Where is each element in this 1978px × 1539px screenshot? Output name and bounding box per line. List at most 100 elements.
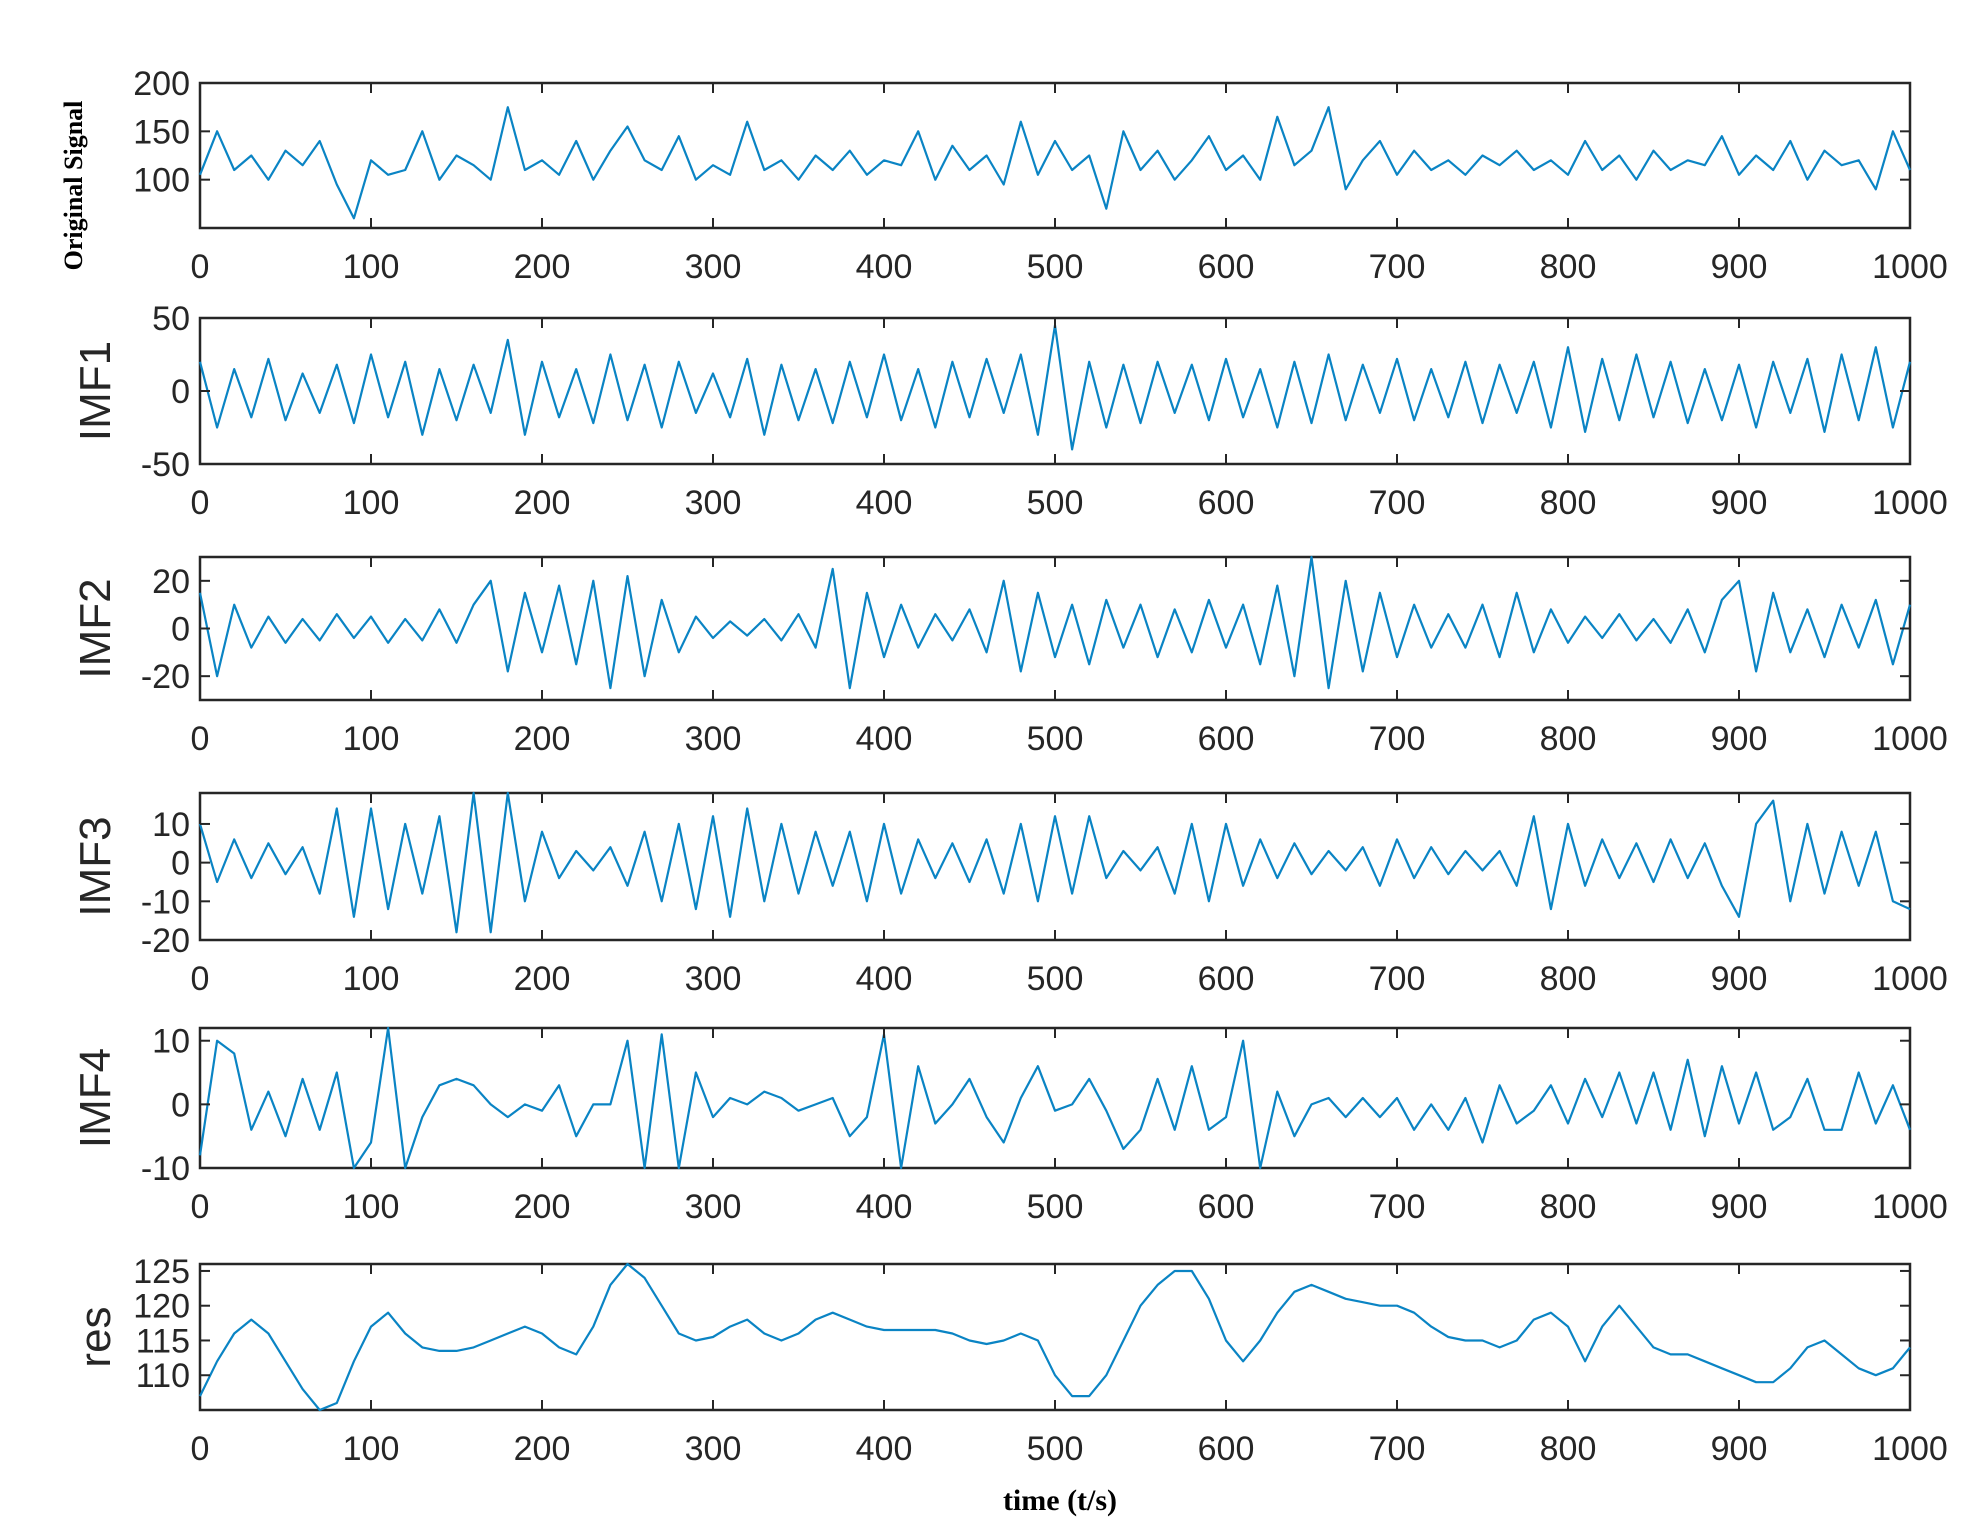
y-axis-label: IMF1 (71, 341, 120, 441)
x-tick-label: 500 (1027, 720, 1084, 758)
x-tick-label: 400 (856, 960, 913, 998)
x-tick-label: 900 (1711, 248, 1768, 286)
x-tick-label: 500 (1027, 960, 1084, 998)
x-tick-label: 800 (1540, 960, 1597, 998)
x-tick-label: 0 (191, 720, 210, 758)
y-axis-label: IMF4 (71, 1048, 120, 1148)
x-tick-label: 500 (1027, 248, 1084, 286)
y-tick-label: -20 (141, 658, 190, 696)
y-tick-label: 0 (171, 611, 190, 649)
x-tick-label: 600 (1198, 720, 1255, 758)
series-line (198, 791, 1911, 934)
x-tick-label: 1000 (1872, 960, 1948, 998)
x-tick-label: 600 (1198, 1188, 1255, 1226)
y-axis-label: res (71, 1306, 120, 1367)
y-tick-label: 0 (171, 373, 190, 411)
y-tick-label: 125 (133, 1253, 190, 1291)
x-tick-label: 0 (191, 1188, 210, 1226)
axes-frame (198, 791, 1912, 942)
x-tick-label: 500 (1027, 484, 1084, 522)
x-tick-label: 0 (191, 960, 210, 998)
y-tick-label: 100 (133, 162, 190, 200)
x-tick-label: 600 (1198, 484, 1255, 522)
x-tick-label: 500 (1027, 1430, 1084, 1468)
x-tick-label: 200 (514, 960, 571, 998)
x-tick-label: 200 (514, 1188, 571, 1226)
x-tick-label: 300 (685, 720, 742, 758)
y-tick-label: 120 (133, 1288, 190, 1326)
x-tick-label: 100 (343, 1188, 400, 1226)
axes-frame (198, 1262, 1912, 1412)
x-tick-label: 200 (514, 248, 571, 286)
x-tick-label: 400 (856, 248, 913, 286)
x-tick-label: 400 (856, 720, 913, 758)
x-tick-label: 1000 (1872, 248, 1948, 286)
x-tick-label: 900 (1711, 1188, 1768, 1226)
x-tick-label: 0 (191, 1430, 210, 1468)
axes-frame (198, 555, 1912, 702)
series-line (198, 324, 1912, 451)
series-line (198, 555, 1912, 690)
x-tick-label: 700 (1369, 1188, 1426, 1226)
y-tick-label: 110 (136, 1357, 190, 1395)
x-tick-label: 900 (1711, 960, 1768, 998)
y-tick-label: 115 (136, 1322, 190, 1360)
x-tick-label: 700 (1369, 960, 1426, 998)
series-line (198, 106, 1912, 220)
x-tick-label: 600 (1198, 1430, 1255, 1468)
subplot-2: 0 100 200 300 400 500 600 700 800 900 1000-50050IM… (71, 300, 1948, 522)
x-tick-label: 300 (685, 1430, 742, 1468)
x-tick-label: 400 (856, 1430, 913, 1468)
series-line (198, 1026, 1912, 1170)
x-tick-label: 200 (514, 720, 571, 758)
x-tick-label: 100 (343, 960, 400, 998)
y-tick-label: 50 (152, 300, 190, 338)
y-tick-label: 200 (133, 65, 190, 103)
x-tick-label: 100 (343, 484, 400, 522)
series-line (199, 1262, 1911, 1412)
subplot-panels: 0 100 200 300 400 500 600 700 800 900 100010015020… (59, 65, 1948, 1468)
x-tick-label: 100 (343, 248, 400, 286)
x-tick-label: 300 (685, 484, 742, 522)
y-tick-label: 0 (171, 845, 190, 883)
x-axis-label: time (t/s) (1003, 1484, 1117, 1517)
x-tick-label: 700 (1369, 1430, 1426, 1468)
y-tick-label: 0 (171, 1086, 190, 1124)
x-tick-label: 1000 (1872, 484, 1948, 522)
x-tick-label: 900 (1711, 1430, 1768, 1468)
y-tick-label: -20 (141, 922, 190, 960)
subplot-4: 0 100 200 300 400 500 600 700 800 900 1000-20-1001… (71, 791, 1948, 998)
x-tick-label: 0 (191, 484, 210, 522)
x-tick-label: 900 (1711, 720, 1768, 758)
subplot-5: 0 100 200 300 400 500 600 700 800 900 1000-10010IM… (71, 1023, 1948, 1226)
subplot-3: 0 100 200 300 400 500 600 700 800 900 1000-20020IM… (71, 555, 1948, 758)
x-tick-label: 800 (1540, 1430, 1597, 1468)
x-tick-label: 600 (1198, 248, 1255, 286)
x-tick-label: 700 (1369, 720, 1426, 758)
y-tick-label: 150 (133, 113, 190, 151)
y-tick-label: 10 (152, 806, 190, 844)
x-tick-label: 1000 (1872, 720, 1948, 758)
subplot-6: 0 100 200 300 400 500 600 700 800 900 100011011512… (71, 1253, 1948, 1468)
x-tick-label: 0 (191, 248, 210, 286)
x-tick-label: 600 (1198, 960, 1255, 998)
y-axis-label: IMF3 (71, 816, 120, 916)
y-axis-label: IMF2 (71, 578, 120, 678)
x-tick-label: 1000 (1872, 1188, 1948, 1226)
x-tick-label: 700 (1369, 484, 1426, 522)
x-tick-label: 300 (685, 248, 742, 286)
y-tick-label: 20 (152, 563, 190, 601)
y-tick-label: -50 (141, 446, 190, 484)
y-tick-label: -10 (141, 883, 190, 921)
x-tick-label: 1000 (1872, 1430, 1948, 1468)
x-tick-label: 700 (1369, 248, 1426, 286)
y-tick-label: -10 (141, 1150, 190, 1188)
x-tick-label: 800 (1540, 1188, 1597, 1226)
axes-frame (198, 316, 1912, 466)
subplot-1: 0 100 200 300 400 500 600 700 800 900 1000 100 150 20… (59, 65, 1948, 286)
x-tick-label: 800 (1540, 484, 1597, 522)
y-tick-label: 10 (152, 1023, 190, 1061)
x-tick-label: 400 (856, 484, 913, 522)
x-tick-label: 200 (514, 1430, 571, 1468)
